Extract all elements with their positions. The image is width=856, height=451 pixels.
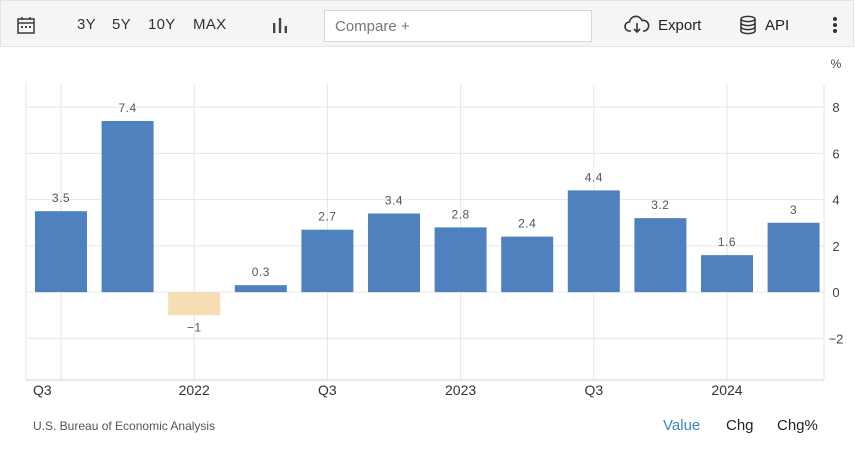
- cloud-download-icon: [624, 15, 650, 35]
- export-label: Export: [658, 16, 702, 34]
- bar-value-label: 3: [790, 203, 797, 217]
- y-tick-label: 4: [832, 193, 839, 208]
- y-tick-label: 2: [832, 239, 839, 254]
- bar-value-label: 7.4: [119, 101, 137, 115]
- mode-chg-pct-button[interactable]: Chg%: [777, 417, 818, 434]
- bar-value-label: 3.4: [385, 194, 403, 208]
- y-tick-label: 8: [832, 100, 839, 115]
- x-tick-label: 2022: [179, 382, 210, 398]
- bar: [368, 213, 420, 293]
- bar-value-label: 2.4: [518, 217, 536, 231]
- bar-value-label: 4.4: [585, 170, 603, 184]
- x-tick-label: Q3: [33, 382, 52, 398]
- x-tick-label: Q3: [584, 382, 603, 398]
- bar-value-label: 1.6: [718, 235, 736, 249]
- range-3y-button[interactable]: 3Y: [77, 16, 96, 33]
- range-5y-button[interactable]: 5Y: [112, 16, 131, 33]
- compare-input[interactable]: [324, 10, 592, 42]
- more-vertical-icon[interactable]: [827, 15, 843, 35]
- calendar-icon[interactable]: [15, 14, 37, 36]
- y-tick-label: −2: [829, 331, 844, 346]
- bar: [767, 222, 820, 293]
- y-tick-label: 0: [832, 285, 839, 300]
- mode-chg-button[interactable]: Chg: [726, 417, 754, 434]
- bar-value-label: 2.8: [452, 207, 470, 221]
- bar: [35, 211, 87, 293]
- bar-value-label: 0.3: [252, 265, 270, 279]
- bar-chart: 3.5 7.4 −1 0.3 2.7 3.4 2.8 2.4 4.4 3.2 1.6 3 8 6 4 2 0 −…: [25, 57, 844, 398]
- bar-value-label: 2.7: [318, 210, 336, 224]
- x-tick-label: Q3: [318, 382, 337, 398]
- bar: [234, 285, 287, 293]
- y-axis-unit-label: %: [831, 57, 842, 71]
- bar: [501, 236, 554, 293]
- y-tick-label: 6: [832, 146, 839, 161]
- export-button[interactable]: Export: [624, 13, 701, 37]
- x-tick-label: 2023: [445, 382, 476, 398]
- bar-chart-icon[interactable]: [270, 15, 290, 35]
- bar-value-label: 3.5: [52, 191, 70, 205]
- data-source: U.S. Bureau of Economic Analysis: [33, 419, 216, 433]
- range-10y-button[interactable]: 10Y: [148, 16, 176, 33]
- range-max-button[interactable]: MAX: [193, 16, 227, 33]
- chart-toolbar: 3Y 5Y 10Y MAX Export A: [0, 0, 854, 47]
- bar: [434, 227, 487, 293]
- mode-value-button[interactable]: Value: [663, 417, 701, 434]
- x-tick-label: 2024: [711, 382, 742, 398]
- bar: [701, 255, 753, 293]
- bar: [101, 121, 154, 293]
- bar-value-label: 3.2: [651, 198, 669, 212]
- bar: [301, 229, 354, 293]
- bar: [168, 292, 221, 316]
- api-button[interactable]: API: [739, 13, 789, 37]
- api-label: API: [765, 16, 790, 34]
- bar: [567, 190, 620, 293]
- bar: [634, 218, 687, 293]
- database-icon: [739, 15, 757, 35]
- bar-value-label: −1: [187, 320, 202, 334]
